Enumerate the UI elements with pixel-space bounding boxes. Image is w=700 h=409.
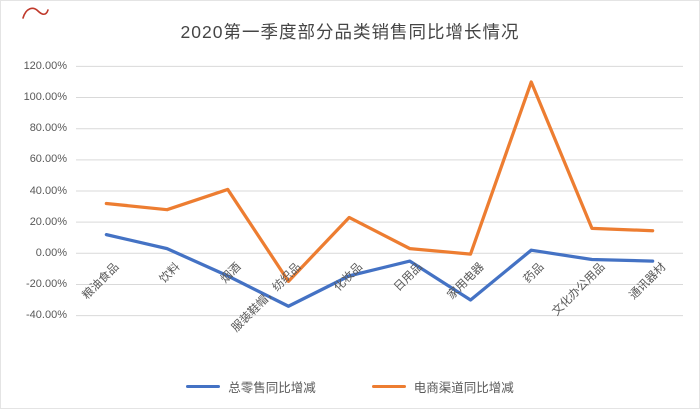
legend-label-total-retail: 总零售同比增减 xyxy=(228,381,316,395)
y-tick-label: -40.00% xyxy=(26,309,67,322)
legend-label-ecommerce: 电商渠道同比增减 xyxy=(413,381,514,395)
legend-line-total-retail-icon xyxy=(186,384,221,389)
y-tick-label: 20.00% xyxy=(29,215,67,228)
legend-line-ecommerce-icon xyxy=(371,384,406,389)
y-tick-label: 120.00% xyxy=(23,59,67,72)
y-tick-label: 80.00% xyxy=(29,122,67,135)
legend-item-total-retail[interactable]: 总零售同比增减 xyxy=(186,377,316,396)
legend: 总零售同比增减 电商渠道同比增减 xyxy=(1,377,699,396)
chart-title: 2020第一季度部分品类销售同比增长情况 xyxy=(180,22,520,42)
y-tick-label: 40.00% xyxy=(29,184,67,197)
y-tick-label: 100.00% xyxy=(23,91,67,104)
legend-item-ecommerce[interactable]: 电商渠道同比增减 xyxy=(371,377,514,396)
series-line-1[interactable] xyxy=(104,80,655,283)
red-scribble-icon xyxy=(22,7,49,19)
series-line-0[interactable] xyxy=(104,232,655,308)
y-tick-label: 0.00% xyxy=(35,246,67,259)
y-tick-label: 60.00% xyxy=(29,153,67,166)
y-tick-label: -20.00% xyxy=(26,277,67,290)
